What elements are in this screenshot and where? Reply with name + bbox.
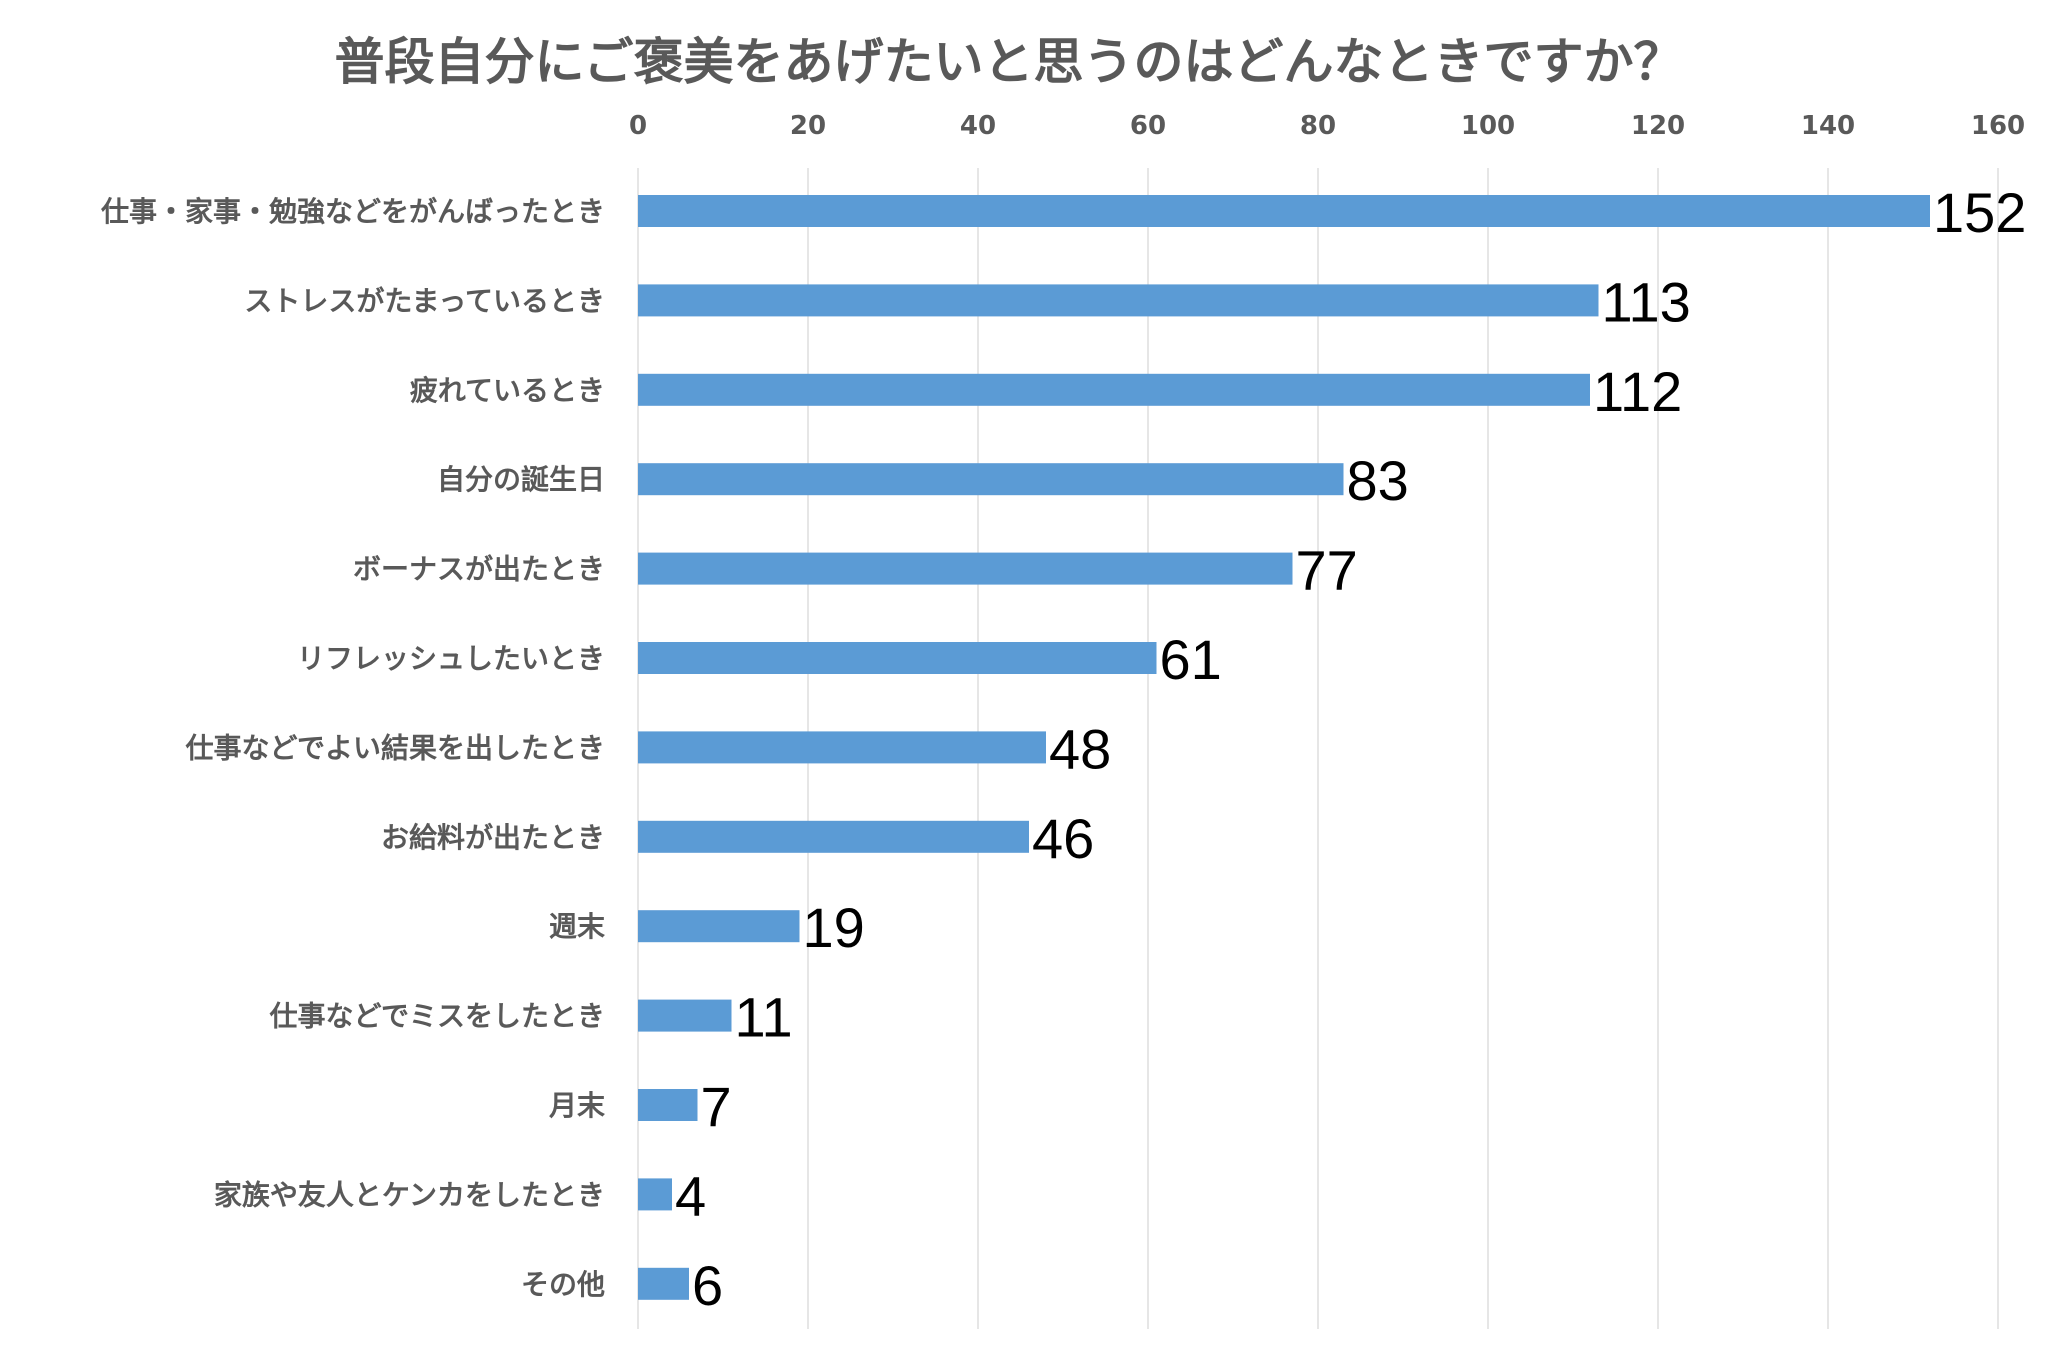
data-label: 77 (1296, 539, 1358, 602)
bar (638, 1178, 672, 1211)
bar (638, 373, 1590, 406)
data-label: 152 (1933, 181, 2026, 244)
category-label: 疲れているとき (410, 374, 605, 407)
x-tick-label: 20 (790, 111, 826, 141)
bar (638, 463, 1344, 496)
category-label: その他 (521, 1268, 605, 1301)
data-label: 48 (1049, 717, 1111, 780)
category-label: 週末 (549, 910, 605, 943)
data-label: 113 (1602, 270, 1691, 333)
category-label: 自分の誕生日 (437, 463, 605, 496)
category-label: お給料が出たとき (381, 821, 605, 854)
x-tick-label: 60 (1130, 111, 1166, 141)
data-label: 112 (1593, 360, 1682, 423)
x-tick-label: 140 (1801, 111, 1855, 141)
data-label: 4 (675, 1164, 706, 1227)
category-label: 仕事などでミスをしたとき (269, 1000, 605, 1033)
data-label: 11 (735, 986, 793, 1049)
bar (638, 284, 1599, 317)
bar (638, 1267, 689, 1300)
x-tick-label: 160 (1971, 111, 2025, 141)
category-label: ボーナスが出たとき (353, 553, 605, 586)
category-label: 家族や友人とケンカをしたとき (214, 1178, 605, 1211)
bar (638, 642, 1157, 674)
bar (638, 195, 1930, 227)
bar (638, 910, 800, 943)
data-label: 7 (701, 1075, 732, 1138)
x-tick-label: 120 (1631, 111, 1685, 141)
chart-title: 普段自分にご褒美をあげたいと思うのはどんなときですか？ (334, 33, 1684, 91)
category-label: リフレッシュしたいとき (297, 642, 605, 675)
data-label: 61 (1160, 628, 1222, 691)
category-label: 月末 (548, 1089, 605, 1122)
bar (638, 999, 732, 1032)
bar (638, 820, 1029, 853)
bar (638, 731, 1046, 764)
category-label: 仕事・家事・勉強などをがんばったとき (100, 195, 605, 228)
data-label: 6 (692, 1254, 723, 1317)
data-label: 83 (1347, 449, 1409, 512)
x-tick-label: 100 (1461, 111, 1515, 141)
category-label: 仕事などでよい結果を出したとき (185, 731, 605, 764)
bar (638, 1089, 698, 1121)
bar (638, 552, 1293, 585)
x-tick-label: 0 (629, 111, 647, 141)
x-tick-label: 40 (960, 111, 996, 141)
data-label: 46 (1032, 807, 1094, 870)
x-tick-label: 80 (1300, 111, 1336, 141)
category-label: ストレスがたまっているとき (244, 284, 605, 317)
data-label: 19 (803, 896, 865, 959)
